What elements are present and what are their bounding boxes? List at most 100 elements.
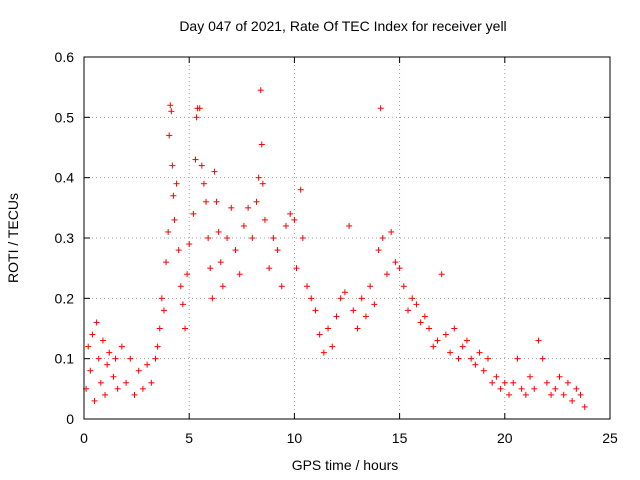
data-point xyxy=(131,391,138,398)
data-point xyxy=(211,168,218,175)
data-point xyxy=(261,216,268,223)
data-point xyxy=(325,325,332,332)
data-point xyxy=(564,379,571,386)
y-tick-label: 0 xyxy=(66,411,74,427)
data-point xyxy=(468,355,475,362)
data-point xyxy=(158,295,165,302)
data-point xyxy=(97,379,104,386)
data-point xyxy=(455,355,462,362)
data-point xyxy=(93,319,100,326)
data-point xyxy=(489,379,496,386)
data-point xyxy=(184,271,191,278)
data-point xyxy=(282,222,289,229)
data-point xyxy=(163,259,170,266)
x-tick-label: 25 xyxy=(602,430,618,446)
data-point xyxy=(224,235,231,241)
data-point xyxy=(367,283,374,290)
data-point xyxy=(451,325,458,332)
data-point xyxy=(297,186,304,193)
data-point xyxy=(213,198,220,205)
data-point xyxy=(217,259,224,266)
data-point xyxy=(506,391,513,398)
axis-ticks xyxy=(83,56,611,420)
data-point xyxy=(170,192,177,199)
x-tick-label: 15 xyxy=(392,430,408,446)
data-point xyxy=(472,361,479,368)
data-point xyxy=(552,385,559,392)
data-point xyxy=(144,361,151,368)
data-point xyxy=(186,241,193,248)
data-point xyxy=(245,204,252,211)
data-point xyxy=(139,385,146,392)
data-point xyxy=(110,373,117,380)
data-point xyxy=(207,265,214,272)
data-point xyxy=(200,180,207,187)
grid xyxy=(84,57,610,419)
data-point xyxy=(249,235,256,241)
data-point xyxy=(476,349,483,356)
data-point xyxy=(112,355,119,362)
data-point xyxy=(177,283,184,290)
data-point xyxy=(417,319,424,326)
y-tick-label: 0.4 xyxy=(55,170,75,186)
y-tick-label: 0.6 xyxy=(55,49,75,65)
data-point xyxy=(518,385,525,392)
data-point xyxy=(171,216,178,223)
data-point xyxy=(497,385,504,392)
data-point xyxy=(291,216,298,223)
data-point xyxy=(430,343,437,350)
data-point xyxy=(203,198,210,205)
data-point xyxy=(522,391,529,398)
data-point xyxy=(560,391,567,398)
data-point xyxy=(375,247,382,254)
data-point xyxy=(362,313,369,320)
data-point xyxy=(350,307,357,314)
data-point xyxy=(308,295,315,302)
data-point xyxy=(484,355,491,362)
data-point xyxy=(421,313,428,320)
data-point xyxy=(99,337,106,344)
data-point xyxy=(459,343,466,350)
data-point xyxy=(405,307,412,314)
data-point xyxy=(160,307,167,314)
y-tick-label: 0.1 xyxy=(55,351,75,367)
data-point xyxy=(196,105,203,112)
data-point xyxy=(287,210,294,217)
data-point xyxy=(253,198,260,205)
data-point xyxy=(232,247,239,254)
data-point xyxy=(166,132,173,139)
data-point xyxy=(548,391,555,398)
data-point xyxy=(127,355,134,362)
data-point xyxy=(181,325,188,332)
data-point xyxy=(270,235,277,241)
data-point xyxy=(379,235,386,241)
x-axis-label: GPS time / hours xyxy=(292,457,399,473)
data-point xyxy=(228,204,235,211)
data-point xyxy=(258,141,265,148)
data-point xyxy=(426,325,433,332)
data-point xyxy=(278,283,285,290)
data-point xyxy=(148,379,155,386)
data-point xyxy=(274,247,281,254)
data-point xyxy=(192,156,199,163)
data-point xyxy=(577,391,584,398)
data-point xyxy=(447,349,454,356)
data-point xyxy=(569,397,576,404)
tick-labels: 0 0.1 0.2 0.3 0.4 0.5 0.6 0 5 10 15 20 25 xyxy=(55,49,618,446)
data-point xyxy=(539,355,546,362)
y-tick-label: 0.2 xyxy=(55,290,75,306)
data-point xyxy=(320,349,327,356)
data-point xyxy=(165,228,172,235)
data-point xyxy=(463,337,470,344)
data-point xyxy=(89,331,96,338)
data-point xyxy=(179,301,186,308)
data-points xyxy=(83,87,588,410)
data-point xyxy=(333,313,340,320)
data-point xyxy=(434,337,441,344)
data-point xyxy=(209,295,216,302)
x-tick-label: 5 xyxy=(185,430,193,446)
data-point xyxy=(543,379,550,386)
data-point xyxy=(91,397,98,404)
data-point xyxy=(531,385,538,392)
